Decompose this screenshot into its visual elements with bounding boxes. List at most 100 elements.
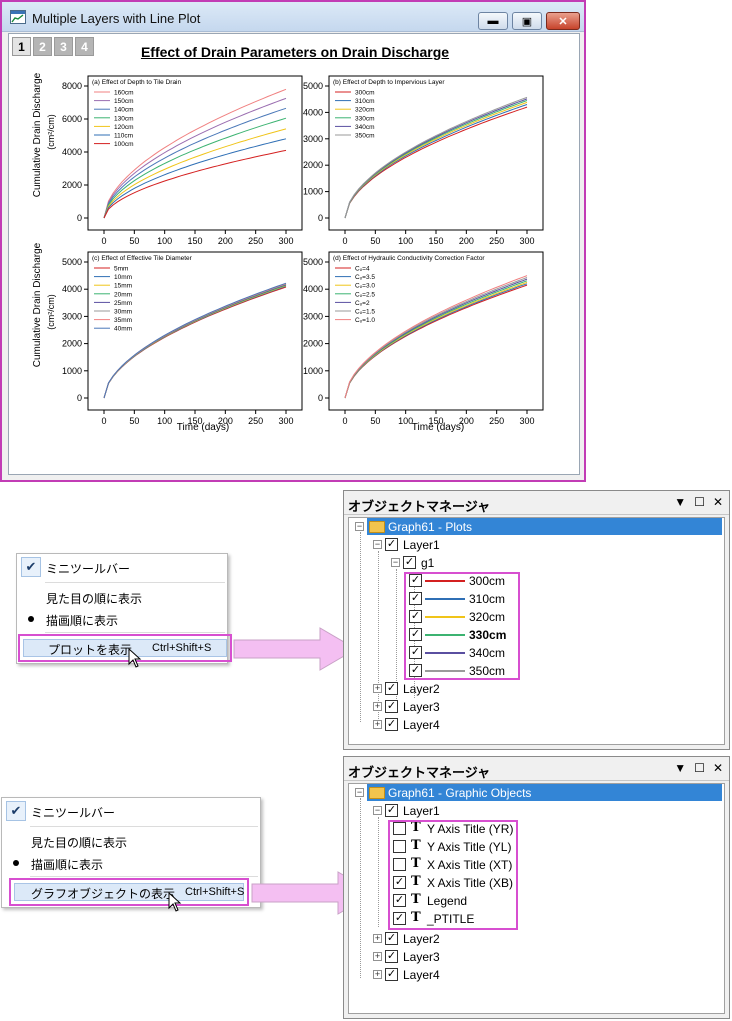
y-tick-label: 0 xyxy=(77,393,82,403)
tree-layer1[interactable]: − ✓ Layer1 xyxy=(373,538,440,552)
menu-item-show-graphic-objects[interactable]: グラフオブジェクトの表示 Ctrl+Shift+S xyxy=(9,878,249,906)
series-line-7 xyxy=(103,282,287,399)
plot-line-swatch xyxy=(425,580,465,582)
layer-tab-1[interactable]: 1 xyxy=(12,37,31,56)
tree-graphic-object[interactable]: ✓ T _PTITLE xyxy=(349,910,724,928)
maximize-icon[interactable]: ☐ xyxy=(694,495,705,509)
object-checkbox[interactable] xyxy=(393,858,406,871)
menu-item-show-plots[interactable]: プロットを表示 Ctrl+Shift+S xyxy=(18,634,232,662)
graph-window-titlebar[interactable]: Multiple Layers with Line Plot ▬ ▣ ✕ xyxy=(2,2,584,32)
tree-graphic-object[interactable]: ✓ T Legend xyxy=(349,892,724,910)
expand-toggle-icon[interactable]: + xyxy=(373,951,382,961)
maximize-icon[interactable]: ☐ xyxy=(694,761,705,775)
object-checkbox[interactable]: ✓ xyxy=(393,894,406,907)
y-tick-label: 4000 xyxy=(303,107,323,117)
tree-root[interactable]: − Graph61 - Plots xyxy=(349,518,724,536)
plot-checkbox[interactable]: ✓ xyxy=(409,610,422,623)
layer3-checkbox[interactable]: ✓ xyxy=(385,950,398,963)
layer1-checkbox[interactable]: ✓ xyxy=(385,538,398,551)
layer2-checkbox[interactable]: ✓ xyxy=(385,932,398,945)
menu-item-draw-order[interactable]: 描画順に表示 xyxy=(2,852,260,874)
object-label: Y Axis Title (YL) xyxy=(427,840,512,854)
tree-plot-item[interactable]: ✓ 300cm xyxy=(349,572,724,590)
object-manager-tree[interactable]: − Graph61 - Graphic Objects − ✓ Layer1 T… xyxy=(348,783,725,1014)
tree-graphic-object[interactable]: ✓ T X Axis Title (XB) xyxy=(349,874,724,892)
series-line-5 xyxy=(344,277,528,399)
object-manager-tree[interactable]: − Graph61 - Plots − ✓ Layer1 − ✓ g1 ✓ 300… xyxy=(348,517,725,745)
layer1-checkbox[interactable]: ✓ xyxy=(385,804,398,817)
tree-layer2[interactable]: + ✓ Layer2 xyxy=(373,682,440,696)
minimize-button[interactable]: ▬ xyxy=(478,12,508,30)
collapse-toggle-icon[interactable]: − xyxy=(355,787,364,797)
tree-graphic-object[interactable]: T Y Axis Title (YR) xyxy=(349,820,724,838)
close-icon[interactable]: ✕ xyxy=(712,495,723,509)
collapse-toggle-icon[interactable]: − xyxy=(391,557,400,567)
y-tick-label: 4000 xyxy=(62,147,82,157)
object-checkbox[interactable]: ✓ xyxy=(393,912,406,925)
tree-layer2[interactable]: + ✓ Layer2 xyxy=(373,932,440,946)
plot-checkbox[interactable]: ✓ xyxy=(409,574,422,587)
collapse-toggle-icon[interactable]: − xyxy=(355,521,364,531)
collapse-toggle-icon[interactable]: − xyxy=(373,539,382,549)
object-checkbox[interactable] xyxy=(393,822,406,835)
tree-root[interactable]: − Graph61 - Graphic Objects xyxy=(349,784,724,802)
tree-plot-item[interactable]: ✓ 340cm xyxy=(349,644,724,662)
expand-toggle-icon[interactable]: + xyxy=(373,701,382,711)
layer2-checkbox[interactable]: ✓ xyxy=(385,682,398,695)
layer4-checkbox[interactable]: ✓ xyxy=(385,718,398,731)
menu-item-visual-order[interactable]: 見た目の順に表示 xyxy=(31,836,128,850)
menu-item-visual-order[interactable]: 見た目の順に表示 xyxy=(46,592,143,606)
collapse-toggle-icon[interactable]: − xyxy=(373,805,382,815)
tree-layer3[interactable]: + ✓ Layer3 xyxy=(373,950,440,964)
expand-toggle-icon[interactable]: + xyxy=(373,719,382,729)
plot-checkbox[interactable]: ✓ xyxy=(409,646,422,659)
y-tick-label: 2000 xyxy=(303,339,323,349)
dropdown-icon[interactable]: ▼ xyxy=(674,495,687,509)
dropdown-icon[interactable]: ▼ xyxy=(674,761,687,775)
expand-toggle-icon[interactable]: + xyxy=(373,969,382,979)
tree-plot-item[interactable]: ✓ 350cm xyxy=(349,662,724,680)
plot-checkbox[interactable]: ✓ xyxy=(409,592,422,605)
show-plots-shortcut: Ctrl+Shift+S xyxy=(152,642,212,654)
minimize-icon: ▬ xyxy=(487,15,499,27)
layer4-checkbox[interactable]: ✓ xyxy=(385,968,398,981)
panel-frame xyxy=(87,251,303,411)
panel-a: 0 50 100 150 200 250 300 0 2000 4000 6000 8000 (a) E… xyxy=(62,75,303,246)
object-checkbox[interactable] xyxy=(393,840,406,853)
plot-checkbox[interactable]: ✓ xyxy=(409,664,422,677)
tree-layer3[interactable]: + ✓ Layer3 xyxy=(373,700,440,714)
check-icon: ✔ xyxy=(6,801,26,821)
series-line-4 xyxy=(103,128,287,219)
tree-plot-item[interactable]: ✓ 330cm xyxy=(349,626,724,644)
panel-frame xyxy=(87,75,303,231)
tree-layer4[interactable]: + ✓ Layer4 xyxy=(373,718,440,732)
tree-plot-item[interactable]: ✓ 320cm xyxy=(349,608,724,626)
close-icon[interactable]: ✕ xyxy=(712,761,723,775)
graph-title[interactable]: Effect of Drain Parameters on Drain Disc… xyxy=(140,44,450,60)
layer-tab-3[interactable]: 3 xyxy=(54,37,73,56)
plot-checkbox[interactable]: ✓ xyxy=(409,628,422,641)
menu-item-draw-order[interactable]: 描画順に表示 xyxy=(17,608,227,630)
object-label: Y Axis Title (YR) xyxy=(427,822,514,836)
tree-graphic-object[interactable]: T X Axis Title (XT) xyxy=(349,856,724,874)
close-button[interactable]: ✕ xyxy=(546,12,580,30)
menu-separator xyxy=(30,826,258,827)
tree-layer1[interactable]: − ✓ Layer1 xyxy=(373,804,440,818)
legend-label: Cₒ=3.5 xyxy=(355,274,375,281)
layer-tab-2[interactable]: 2 xyxy=(33,37,52,56)
expand-toggle-icon[interactable]: + xyxy=(373,933,382,943)
menu-item-mini-toolbar[interactable]: ✔ ミニツールバー xyxy=(2,800,260,822)
x-tick-label: 150 xyxy=(428,236,443,246)
group-checkbox[interactable]: ✓ xyxy=(403,556,416,569)
tree-layer4[interactable]: + ✓ Layer4 xyxy=(373,968,440,982)
layer3-checkbox[interactable]: ✓ xyxy=(385,700,398,713)
menu-item-mini-toolbar[interactable]: ✔ ミニツールバー xyxy=(17,556,227,578)
layer-tab-4[interactable]: 4 xyxy=(75,37,94,56)
tree-plot-item[interactable]: ✓ 310cm xyxy=(349,590,724,608)
expand-toggle-icon[interactable]: + xyxy=(373,683,382,693)
panel-title: (a) Effect of Depth to Tile Drain xyxy=(92,79,181,86)
restore-button[interactable]: ▣ xyxy=(512,12,542,30)
tree-group-g1[interactable]: − ✓ g1 xyxy=(391,556,435,570)
object-checkbox[interactable]: ✓ xyxy=(393,876,406,889)
tree-graphic-object[interactable]: T Y Axis Title (YL) xyxy=(349,838,724,856)
